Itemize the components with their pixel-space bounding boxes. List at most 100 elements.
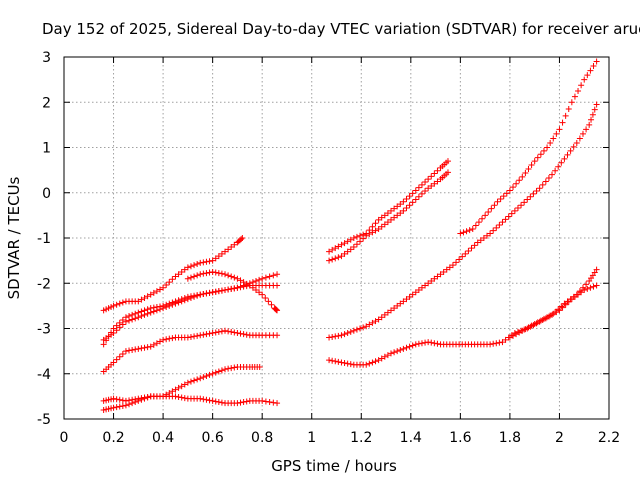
data-point bbox=[122, 348, 129, 355]
data-point bbox=[215, 328, 222, 335]
data-marks bbox=[100, 58, 600, 413]
data-point bbox=[228, 244, 235, 251]
data-point bbox=[212, 329, 219, 336]
data-point bbox=[113, 327, 120, 334]
chart-title: Day 152 of 2025, Sidereal Day-to-day VTE… bbox=[42, 20, 640, 38]
data-point bbox=[510, 332, 517, 339]
data-point bbox=[360, 324, 367, 331]
data-point bbox=[589, 111, 596, 118]
data-point bbox=[490, 227, 497, 234]
data-point bbox=[394, 203, 401, 210]
data-point bbox=[116, 403, 123, 410]
data-point bbox=[249, 284, 256, 291]
y-tick-label: 1 bbox=[42, 141, 51, 157]
data-point bbox=[524, 196, 531, 203]
data-point bbox=[388, 350, 394, 357]
data-point bbox=[490, 340, 497, 347]
data-point bbox=[341, 331, 348, 338]
data-point bbox=[228, 328, 235, 335]
data-point bbox=[256, 363, 263, 370]
data-point bbox=[400, 298, 407, 305]
data-point bbox=[144, 344, 151, 351]
data-point bbox=[262, 274, 269, 281]
data-point bbox=[218, 399, 225, 406]
data-point bbox=[576, 288, 583, 295]
data-point bbox=[499, 339, 506, 346]
data-point bbox=[565, 106, 572, 113]
data-point bbox=[363, 323, 370, 330]
data-point bbox=[537, 151, 544, 158]
data-point bbox=[209, 289, 216, 296]
data-point bbox=[240, 331, 247, 338]
data-point bbox=[422, 188, 429, 195]
data-point bbox=[391, 305, 398, 312]
data-point bbox=[126, 317, 133, 324]
data-point bbox=[499, 219, 506, 226]
data-point bbox=[194, 272, 201, 279]
data-point bbox=[326, 357, 333, 364]
data-point bbox=[197, 375, 204, 382]
data-point bbox=[203, 331, 210, 338]
data-point bbox=[444, 169, 451, 176]
data-point bbox=[372, 227, 379, 234]
data-point bbox=[397, 210, 404, 217]
data-point bbox=[187, 274, 194, 281]
data-point bbox=[206, 397, 213, 404]
data-point bbox=[412, 289, 419, 296]
data-point bbox=[556, 126, 563, 133]
data-point bbox=[209, 330, 216, 337]
data-point bbox=[350, 244, 357, 251]
data-point bbox=[222, 287, 229, 294]
data-point bbox=[215, 288, 222, 295]
data-point bbox=[184, 296, 191, 303]
data-point bbox=[218, 250, 225, 257]
data-point bbox=[576, 135, 583, 142]
data-point bbox=[194, 261, 201, 268]
data-point bbox=[502, 216, 509, 223]
data-point bbox=[581, 76, 588, 83]
data-point bbox=[116, 324, 123, 331]
data-point bbox=[119, 299, 126, 306]
data-point bbox=[418, 190, 425, 197]
data-point bbox=[431, 170, 438, 177]
data-point bbox=[394, 212, 401, 219]
data-point bbox=[540, 315, 547, 322]
data-point bbox=[200, 331, 207, 338]
data-point bbox=[160, 305, 167, 312]
data-point bbox=[418, 181, 425, 188]
data-point bbox=[372, 358, 379, 365]
data-point bbox=[225, 286, 232, 293]
data-point bbox=[113, 301, 120, 308]
data-point bbox=[503, 190, 510, 197]
data-point bbox=[175, 299, 182, 306]
data-point bbox=[237, 277, 244, 284]
data-point bbox=[252, 287, 259, 294]
data-point bbox=[231, 329, 238, 336]
data-point bbox=[403, 344, 410, 351]
data-point bbox=[272, 306, 279, 313]
data-point bbox=[141, 294, 148, 301]
data-point bbox=[178, 268, 185, 275]
data-point bbox=[384, 309, 391, 316]
data-point bbox=[135, 345, 142, 352]
series-track-i bbox=[326, 169, 451, 264]
data-point bbox=[540, 147, 547, 154]
data-point bbox=[222, 271, 229, 278]
data-point bbox=[184, 264, 191, 271]
data-point bbox=[256, 289, 263, 296]
data-point bbox=[126, 397, 133, 404]
data-point bbox=[384, 219, 391, 226]
data-point bbox=[453, 259, 460, 266]
data-point bbox=[338, 332, 345, 339]
data-point bbox=[166, 279, 173, 286]
data-point bbox=[203, 258, 210, 265]
data-point bbox=[531, 158, 538, 165]
data-point bbox=[206, 330, 213, 337]
data-point bbox=[166, 302, 173, 309]
data-point bbox=[144, 393, 151, 400]
data-point bbox=[110, 330, 117, 337]
data-point bbox=[564, 298, 571, 305]
data-point bbox=[191, 377, 198, 384]
plot-frame bbox=[63, 56, 610, 420]
data-point bbox=[178, 383, 185, 390]
